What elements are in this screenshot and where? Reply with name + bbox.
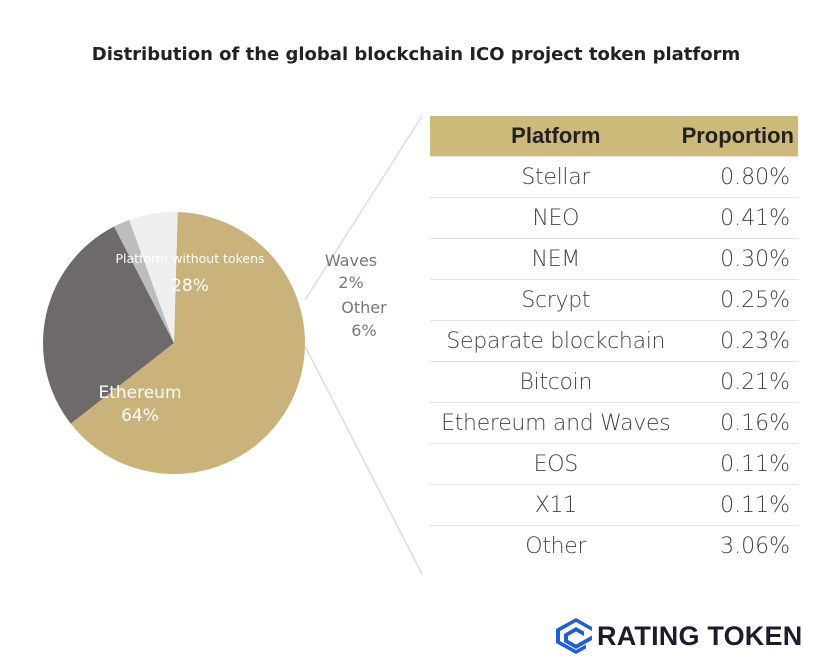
platform-cell: NEM [430,238,682,280]
slice-label-platform-without-tokens: Platform without tokens [115,251,264,266]
table-row: Stellar 0.80% [430,156,798,198]
proportion-cell: 0.25% [681,279,798,321]
platform-cell: Separate blockchain [430,320,682,362]
platform-cell: Other [430,525,682,566]
table-row: EOS 0.11% [430,443,798,485]
proportion-cell: 0.16% [681,402,798,444]
platform-cell: NEO [430,197,682,239]
brand-name: RATING TOKEN [597,621,803,651]
proportion-cell: 0.21% [681,361,798,403]
pie-slice-platform-without-tokens [42,226,174,424]
table-header-row: Platform Proportion [430,116,798,157]
slice-label-waves: Waves [325,251,377,270]
column-header-platform: Platform [430,116,682,157]
slice-label-other: Other [341,298,387,317]
platform-cell: Scrypt [430,279,682,321]
proportion-cell: 0.23% [681,320,798,362]
rating-token-logo-icon [556,618,592,654]
platform-table: Platform Proportion Stellar 0.80% NEO 0.41%… [430,116,798,566]
proportion-cell: 0.80% [681,156,798,198]
pie-slice-other [129,211,178,343]
slice-label-ethereum: Ethereum [98,383,181,403]
table-row: Scrypt 0.25% [430,279,798,321]
slice-value-other: 6% [351,321,376,340]
table-row: NEM 0.30% [430,238,798,280]
proportion-cell: 0.41% [681,197,798,239]
connector-line-top [304,115,423,301]
table-row: Other 3.06% [430,525,798,566]
table-row: X11 0.11% [430,484,798,526]
proportion-cell: 3.06% [681,525,798,566]
platform-cell: EOS [430,443,682,485]
proportion-cell: 0.11% [681,484,798,526]
pie-slice-waves [114,219,174,343]
table-row: Separate blockchain 0.23% [430,320,798,362]
connector-line-bottom [304,345,423,575]
platform-cell: Stellar [430,156,682,198]
column-header-proportion: Proportion [681,116,798,157]
table-row: NEO 0.41% [430,197,798,239]
pie-slice-ethereum [70,212,305,475]
platform-cell: Bitcoin [430,361,682,403]
platform-cell: X11 [430,484,682,526]
table-row: Bitcoin 0.21% [430,361,798,403]
slice-value-waves: 2% [338,273,363,292]
proportion-cell: 0.11% [681,443,798,485]
table-row: Ethereum and Waves 0.16% [430,402,798,444]
platform-cell: Ethereum and Waves [430,402,682,444]
proportion-cell: 0.30% [681,238,798,280]
slice-value-ethereum: 64% [121,406,159,426]
chart-title: Distribution of the global blockchain IC… [91,44,741,65]
slice-value-platform-without-tokens: 28% [171,276,209,296]
